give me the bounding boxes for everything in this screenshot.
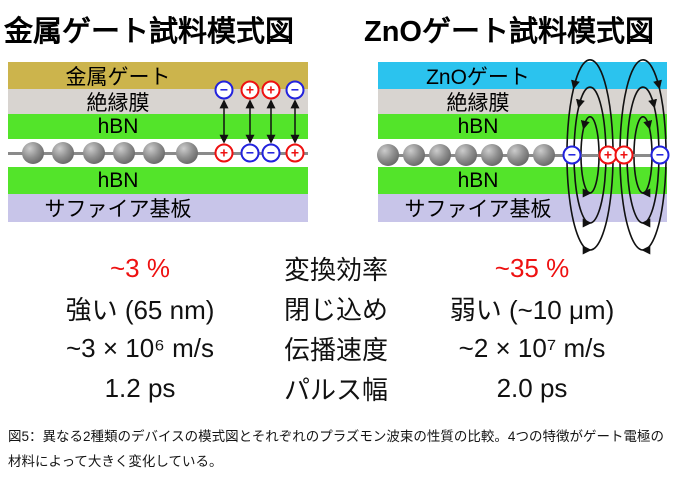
nanotube-atom-icon (176, 142, 198, 164)
zno-gate-device-diagram: ZnOゲート 絶縁膜 hBN hBN サファイア基板 (378, 62, 667, 222)
nanotube-atom-icon (22, 142, 44, 164)
sapphire-substrate-layer: サファイア基板 (8, 194, 308, 222)
sapphire-substrate-label: サファイア基板 (404, 198, 552, 221)
positive-charge-icon: + (240, 80, 260, 100)
positive-charge-icon: + (214, 143, 234, 163)
metal-gate-layer-label: 金属ゲート (65, 65, 171, 89)
insulator-layer-label: 絶縁膜 (446, 91, 510, 115)
sapphire-substrate-label: サファイア基板 (44, 198, 192, 221)
nanotube-atom-icon (455, 144, 477, 166)
negative-charge-icon: − (240, 143, 260, 163)
negative-charge-icon: − (562, 145, 582, 165)
metal-pulse-width-value: 1.2 ps (104, 372, 176, 403)
property-label-confinement: 閉じ込め (283, 294, 388, 325)
positive-charge-icon: + (614, 145, 634, 165)
negative-charge-icon: − (285, 80, 305, 100)
figure-caption: 図5：異なる2種類のデバイスの模式図とそれぞれのプラズモン波束の性質の比較。4つ… (8, 429, 664, 469)
nanotube-atom-icon (403, 144, 425, 166)
hbn-top-layer: hBN (378, 114, 667, 139)
negative-charge-icon: − (261, 143, 281, 163)
nanotube-atom-icon (533, 144, 555, 166)
insulator-layer: 絶縁膜 (378, 89, 667, 115)
insulator-layer-label: 絶縁膜 (86, 91, 150, 115)
zno-gate-layer: ZnOゲート (378, 62, 667, 89)
positive-charge-icon: + (261, 80, 281, 100)
nanotube-atom-icon (52, 142, 74, 164)
negative-charge-icon: − (214, 80, 234, 100)
property-label-pulse-width: パルス幅 (283, 374, 388, 405)
comparison-table: ~3 % 変換効率 ~35 % 強い (65 nm) 閉じ込め 弱い (~10 … (20, 248, 652, 408)
hbn-bottom-layer: hBN (8, 167, 308, 194)
nanotube-atom-icon (83, 142, 105, 164)
nanotube-atom-icon (429, 144, 451, 166)
sapphire-substrate-layer: サファイア基板 (378, 194, 667, 222)
positive-charge-icon: + (285, 143, 305, 163)
right-device-title: ZnOゲート試料模式図 (364, 16, 654, 48)
nanotube-atom-icon (481, 144, 503, 166)
zno-pulse-width-value: 2.0 ps (496, 372, 568, 403)
hbn-top-layer-label: hBN (457, 114, 499, 138)
hbn-top-layer: hBN (8, 114, 308, 139)
metal-conversion-efficiency-value: ~3 % (110, 252, 170, 283)
negative-charge-icon: − (650, 145, 670, 165)
nanotube-atom-icon (507, 144, 529, 166)
nanotube-atom-icon (377, 144, 399, 166)
nanotube-atom-icon (143, 142, 165, 164)
hbn-bottom-layer: hBN (378, 167, 667, 194)
left-device-title: 金属ゲート試料模式図 (4, 16, 295, 48)
hbn-top-layer-label: hBN (97, 114, 139, 138)
hbn-bottom-layer-label: hBN (97, 168, 139, 192)
property-label-conversion-efficiency: 変換効率 (283, 254, 388, 285)
metal-gate-device-diagram: 金属ゲート 絶縁膜 hBN hBN サファイア基板 (8, 62, 308, 222)
zno-conversion-efficiency-value: ~35 % (494, 252, 570, 283)
zno-gate-layer-label: ZnOゲート (426, 65, 530, 89)
zno-propagation-speed-value: ~2 × 10⁷ m/s (458, 332, 606, 363)
hbn-bottom-layer-label: hBN (457, 168, 499, 192)
metal-propagation-speed-value: ~3 × 10⁶ m/s (65, 332, 214, 363)
metal-gate-layer: 金属ゲート (8, 62, 308, 89)
metal-confinement-value: 強い (65 nm) (65, 294, 215, 325)
zno-confinement-value: 弱い (~10 μm) (449, 294, 615, 325)
nanotube-atom-icon (113, 142, 135, 164)
property-label-propagation-speed: 伝播速度 (283, 334, 388, 365)
